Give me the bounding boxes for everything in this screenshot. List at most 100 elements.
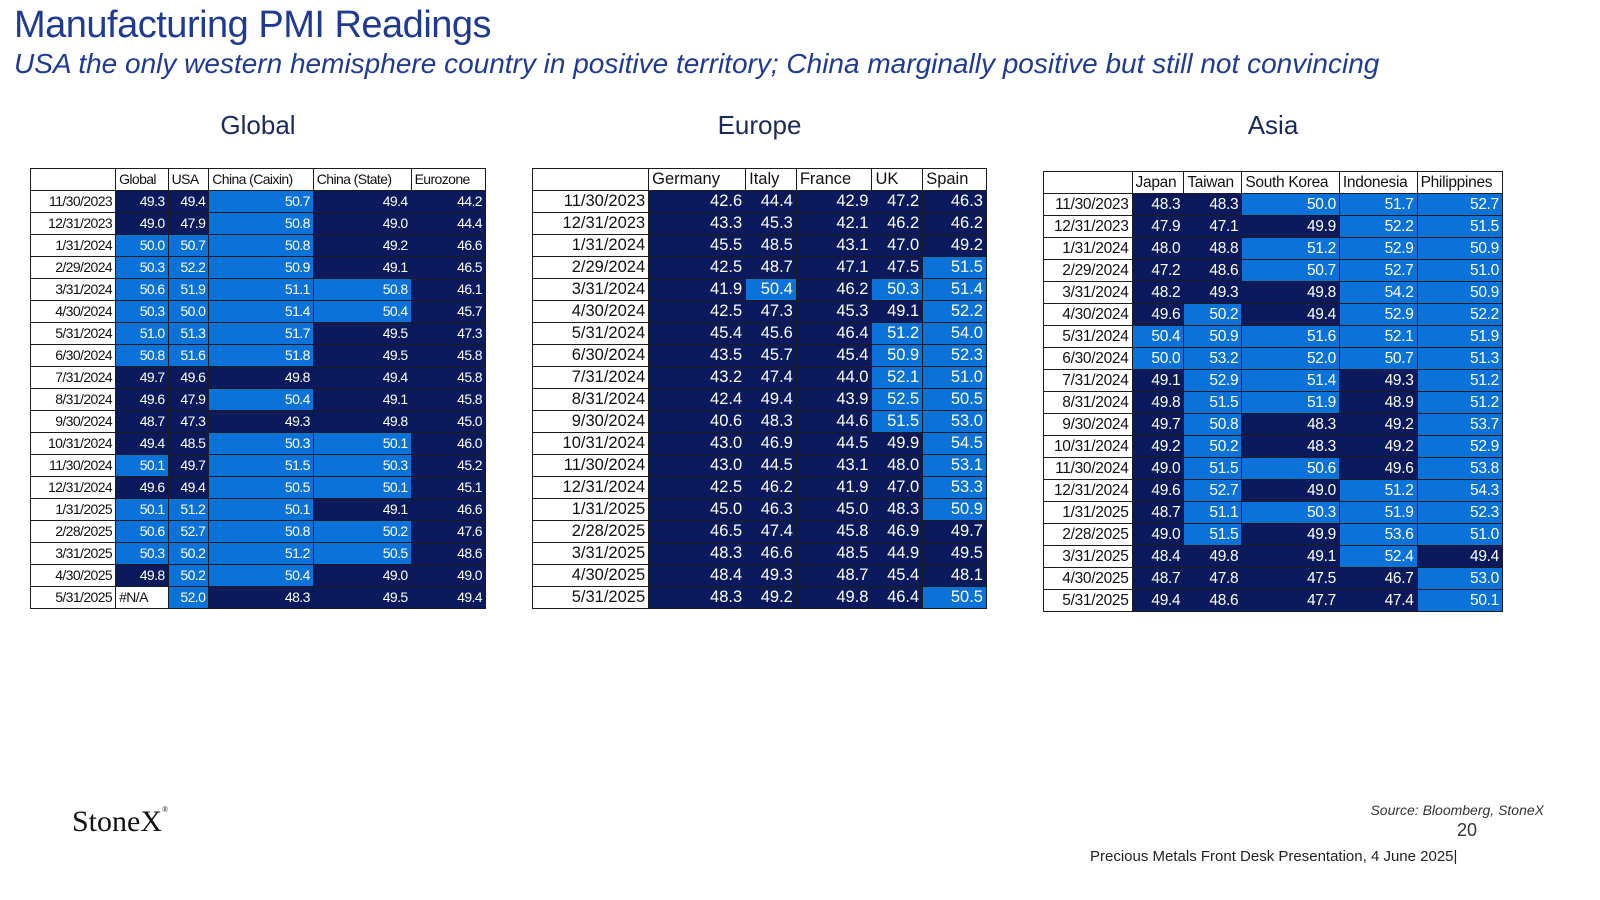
pmi-value-cell: 50.0 (167, 300, 210, 323)
pmi-value-cell: 51.1 (1183, 501, 1243, 524)
pmi-value-cell: 52.7 (167, 520, 210, 543)
pmi-value-cell: 47.4 (1338, 589, 1418, 612)
pmi-value-cell: 47.5 (871, 256, 924, 279)
pmi-value-cell: 53.7 (1416, 413, 1504, 436)
pmi-value-cell: 45.8 (410, 344, 487, 367)
pmi-value-cell: 52.1 (871, 366, 924, 389)
pmi-value-cell: 48.3 (1241, 435, 1340, 458)
pmi-value-cell: 52.7 (1183, 479, 1243, 502)
pmi-value-cell: 50.3 (115, 300, 169, 323)
pmi-value-cell: 48.8 (1183, 237, 1243, 260)
pmi-value-cell: 51.2 (1338, 479, 1418, 502)
pmi-value-cell: 48.6 (410, 542, 487, 565)
pmi-value-cell: 45.8 (410, 388, 487, 411)
pmi-value-cell: 52.9 (1338, 303, 1418, 326)
pmi-value-cell: 50.4 (208, 388, 314, 411)
pmi-value-cell: 44.9 (871, 542, 924, 565)
table-row: 11/30/2024 43.0 44.5 43.1 48.0 53.1 (531, 454, 987, 477)
pmi-value-cell: 49.8 (1131, 391, 1185, 414)
pmi-value-cell: 51.9 (1338, 501, 1418, 524)
pmi-value-cell: 50.9 (1183, 325, 1243, 348)
column-header: South Korea (1241, 171, 1340, 194)
pmi-value-cell: 50.5 (922, 388, 987, 411)
table-row: 11/30/2024 49.0 51.5 50.6 49.6 53.8 (1043, 457, 1504, 480)
table-row: 7/31/2024 49.7 49.6 49.8 49.4 45.8 (29, 366, 487, 389)
pmi-value-cell: 50.2 (167, 564, 210, 587)
row-date: 12/31/2023 (531, 212, 650, 235)
table-row: 4/30/2025 48.4 49.3 48.7 45.4 48.1 (531, 564, 987, 587)
pmi-value-cell: 52.7 (1338, 259, 1418, 282)
pmi-value-cell: 46.4 (795, 322, 873, 345)
pmi-value-cell: 54.5 (922, 432, 987, 455)
row-date: 7/31/2024 (29, 366, 117, 389)
pmi-value-cell: 52.9 (1183, 369, 1243, 392)
table-row: 12/31/2024 42.5 46.2 41.9 47.0 53.3 (531, 476, 987, 499)
column-header: Spain (922, 168, 987, 191)
pmi-value-cell: 49.8 (795, 586, 873, 609)
pmi-value-cell: 46.5 (648, 520, 747, 543)
pmi-value-cell: 49.4 (1241, 303, 1340, 326)
pmi-value-cell: 48.2 (1131, 281, 1185, 304)
table-row: 3/31/2024 50.6 51.9 51.1 50.8 46.1 (29, 278, 487, 301)
pmi-value-cell: #N/A (115, 586, 169, 609)
pmi-value-cell: 47.6 (410, 520, 487, 543)
pmi-value-cell: 50.8 (208, 520, 314, 543)
table-row: 1/31/2025 45.0 46.3 45.0 48.3 50.9 (531, 498, 987, 521)
table-row: 7/31/2024 43.2 47.4 44.0 52.1 51.0 (531, 366, 987, 389)
pmi-value-cell: 46.4 (871, 586, 924, 609)
pmi-value-cell: 49.2 (1338, 435, 1418, 458)
table-row: 4/30/2024 50.3 50.0 51.4 50.4 45.7 (29, 300, 487, 323)
pmi-value-cell: 49.6 (115, 476, 169, 499)
pmi-value-cell: 44.0 (795, 366, 873, 389)
table-row: 1/31/2025 50.1 51.2 50.1 49.1 46.6 (29, 498, 487, 521)
pmi-value-cell: 49.8 (115, 564, 169, 587)
source-note: Source: Bloomberg, StoneX (1370, 802, 1544, 818)
row-date: 1/31/2024 (29, 234, 117, 257)
pmi-value-cell: 49.4 (167, 476, 210, 499)
row-date: 2/29/2024 (1043, 259, 1133, 282)
pmi-value-cell: 45.1 (410, 476, 487, 499)
pmi-value-cell: 44.6 (795, 410, 873, 433)
pmi-value-cell: 51.4 (208, 300, 314, 323)
pmi-value-cell: 50.8 (208, 234, 314, 257)
pmi-value-cell: 49.9 (871, 432, 924, 455)
pmi-value-cell: 51.7 (1338, 193, 1418, 216)
pmi-value-cell: 50.3 (312, 454, 412, 477)
row-date: 3/31/2025 (531, 542, 650, 565)
pmi-value-cell: 50.8 (312, 278, 412, 301)
pmi-value-cell: 46.6 (410, 498, 487, 521)
table-row: 3/31/2025 48.4 49.8 49.1 52.4 49.4 (1043, 545, 1504, 568)
row-date: 4/30/2025 (1043, 567, 1133, 590)
column-header: Germany (648, 168, 747, 191)
row-date: 1/31/2024 (1043, 237, 1133, 260)
pmi-value-cell: 42.9 (795, 190, 873, 213)
pmi-value-cell: 51.1 (208, 278, 314, 301)
pmi-value-cell: 45.4 (648, 322, 747, 345)
header-corner-cell (1043, 171, 1133, 194)
row-date: 11/30/2023 (531, 190, 650, 213)
pmi-value-cell: 44.5 (795, 432, 873, 455)
pmi-value-cell: 51.5 (1183, 457, 1243, 480)
pmi-value-cell: 43.9 (795, 388, 873, 411)
pmi-value-cell: 50.9 (208, 256, 314, 279)
pmi-value-cell: 47.8 (1183, 567, 1243, 590)
table-row: 5/31/2025 49.4 48.6 47.7 47.4 50.1 (1043, 589, 1504, 612)
row-date: 7/31/2024 (531, 366, 650, 389)
pmi-value-cell: 50.4 (312, 300, 412, 323)
pmi-value-cell: 50.1 (115, 454, 169, 477)
pmi-value-cell: 50.4 (1131, 325, 1185, 348)
pmi-value-cell: 50.1 (1416, 589, 1504, 612)
pmi-value-cell: 49.4 (745, 388, 797, 411)
pmi-value-cell: 50.1 (312, 432, 412, 455)
pmi-value-cell: 44.4 (745, 190, 797, 213)
pmi-value-cell: 48.3 (745, 410, 797, 433)
pmi-value-cell: 51.0 (1416, 523, 1504, 546)
row-date: 12/31/2023 (29, 212, 117, 235)
pmi-value-cell: 48.6 (1183, 589, 1243, 612)
pmi-value-cell: 51.5 (871, 410, 924, 433)
pmi-value-cell: 45.6 (745, 322, 797, 345)
pmi-value-cell: 54.2 (1338, 281, 1418, 304)
pmi-value-cell: 47.0 (871, 476, 924, 499)
table-header-row: Global USA China (Caixin) China (State) Euro… (29, 168, 487, 191)
pmi-value-cell: 45.3 (745, 212, 797, 235)
